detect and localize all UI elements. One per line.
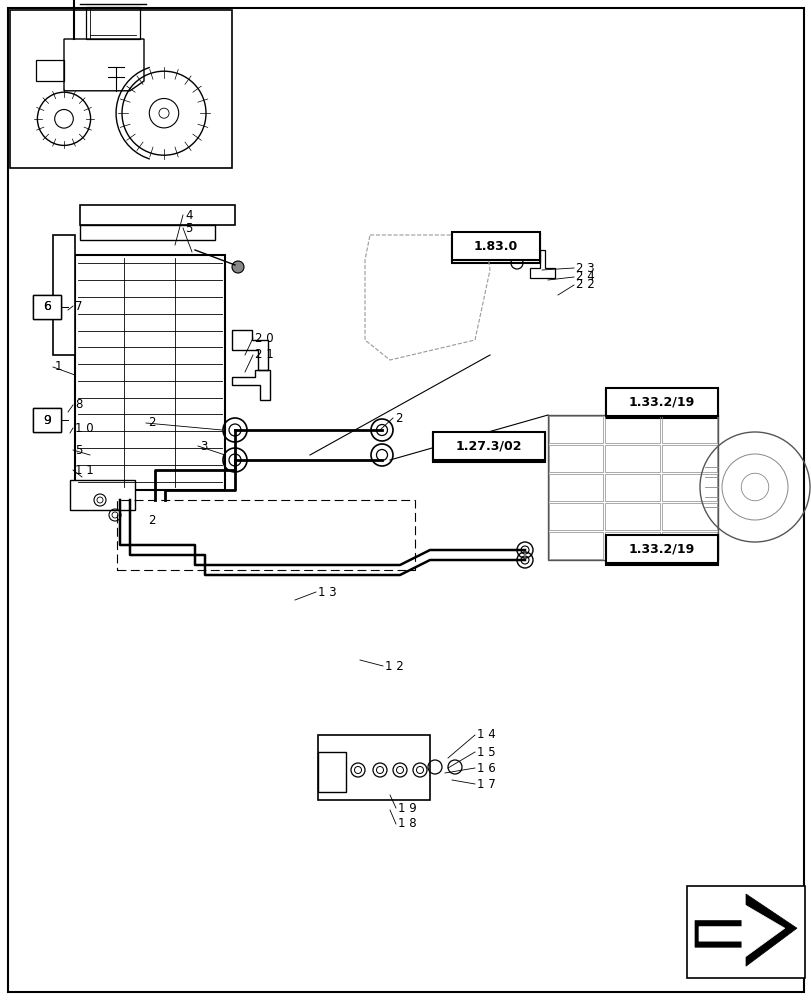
Text: 1 8: 1 8 xyxy=(397,817,416,830)
Bar xyxy=(33,295,61,319)
Text: 1 0: 1 0 xyxy=(75,422,93,434)
Text: 1.27.3/02: 1.27.3/02 xyxy=(455,440,521,452)
Text: 2: 2 xyxy=(148,514,156,526)
Text: 2 3: 2 3 xyxy=(575,261,594,274)
Text: 3: 3 xyxy=(200,440,207,452)
Text: 9: 9 xyxy=(43,414,51,426)
Text: 1 1: 1 1 xyxy=(75,464,93,477)
Text: 2 0: 2 0 xyxy=(255,332,273,344)
Text: 2 2: 2 2 xyxy=(575,278,594,292)
Bar xyxy=(75,255,225,490)
Polygon shape xyxy=(698,903,783,959)
Bar xyxy=(548,503,603,530)
Text: 1 4: 1 4 xyxy=(476,728,496,741)
Bar xyxy=(604,503,659,530)
Bar xyxy=(661,416,716,443)
Bar xyxy=(604,474,659,501)
Bar xyxy=(10,10,232,168)
Bar xyxy=(70,480,135,510)
Text: 5: 5 xyxy=(185,222,192,235)
Text: 6: 6 xyxy=(43,300,51,314)
Text: 2: 2 xyxy=(148,416,156,430)
Bar xyxy=(80,225,215,240)
Bar xyxy=(661,532,716,559)
Bar xyxy=(547,415,717,560)
Text: 5: 5 xyxy=(75,444,82,456)
Bar xyxy=(604,445,659,472)
Bar xyxy=(661,503,716,530)
Text: 1.33.2/19: 1.33.2/19 xyxy=(628,395,694,408)
Text: 1.27.3/02: 1.27.3/02 xyxy=(455,442,521,454)
Text: 2 1: 2 1 xyxy=(255,349,273,361)
Text: 1: 1 xyxy=(55,360,62,373)
Bar xyxy=(661,445,716,472)
Bar xyxy=(605,535,717,563)
Bar xyxy=(318,735,430,800)
Bar xyxy=(33,408,61,432)
Text: 6: 6 xyxy=(43,300,51,314)
Bar xyxy=(432,434,544,462)
Bar xyxy=(548,416,603,443)
Bar xyxy=(432,432,544,460)
Text: 9: 9 xyxy=(43,414,51,426)
Bar xyxy=(452,232,539,260)
Bar xyxy=(548,474,603,501)
Polygon shape xyxy=(694,894,796,966)
Bar xyxy=(33,408,61,432)
Text: 2: 2 xyxy=(394,412,402,424)
Text: 1.33.2/19: 1.33.2/19 xyxy=(628,542,694,556)
Text: 4: 4 xyxy=(185,209,192,222)
Bar xyxy=(605,537,717,565)
Text: 1.33.2/19: 1.33.2/19 xyxy=(628,397,694,410)
Text: 1 3: 1 3 xyxy=(318,585,337,598)
Text: 1 6: 1 6 xyxy=(476,762,496,774)
Bar xyxy=(452,235,539,263)
Bar xyxy=(686,886,804,978)
Text: 7: 7 xyxy=(75,300,83,312)
Bar xyxy=(605,388,717,416)
Text: 8: 8 xyxy=(75,398,82,412)
Text: 2 4: 2 4 xyxy=(575,270,594,284)
Text: 1 9: 1 9 xyxy=(397,801,416,814)
Text: 1.33.2/19: 1.33.2/19 xyxy=(628,544,694,558)
Text: 1 7: 1 7 xyxy=(476,778,496,790)
Text: 1 5: 1 5 xyxy=(476,745,495,758)
Bar xyxy=(604,532,659,559)
Circle shape xyxy=(232,261,243,273)
Bar xyxy=(548,445,603,472)
Bar xyxy=(117,500,414,570)
Bar xyxy=(53,235,75,355)
Text: 1.83.0: 1.83.0 xyxy=(474,242,517,255)
Bar xyxy=(605,390,717,418)
Bar xyxy=(80,205,234,225)
Bar xyxy=(548,532,603,559)
Bar xyxy=(604,416,659,443)
Bar xyxy=(33,295,61,319)
Text: 1 2: 1 2 xyxy=(384,660,403,672)
Bar xyxy=(661,474,716,501)
Bar xyxy=(318,752,345,792)
Text: 1.83.0: 1.83.0 xyxy=(474,239,517,252)
